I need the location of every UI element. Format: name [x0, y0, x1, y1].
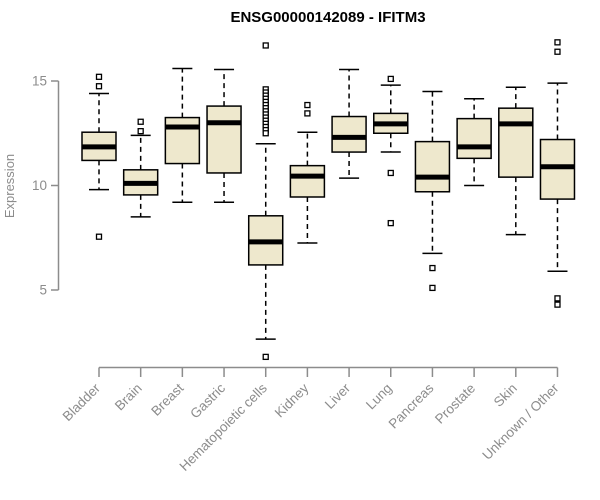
- boxplot-gastric: [206, 68, 242, 203]
- x-tick-label: Gastric: [187, 380, 228, 421]
- boxplot-skin: [498, 86, 534, 236]
- iqr-box: [331, 115, 367, 153]
- iqr-box: [498, 107, 534, 178]
- iqr-box: [456, 117, 492, 160]
- iqr-box: [539, 138, 576, 200]
- outlier-point: [262, 130, 269, 137]
- outlier-point: [262, 353, 269, 361]
- outlier-point: [429, 284, 436, 292]
- x-tick-label: Breast: [148, 380, 186, 418]
- boxplot-prostate: [456, 98, 492, 187]
- x-tick-label: Kidney: [272, 380, 312, 420]
- boxplot-lung: [373, 75, 409, 227]
- boxplot-hematopoietic-cells: [247, 42, 284, 361]
- x-tick-label: Bladder: [60, 380, 104, 424]
- iqr-box: [206, 105, 242, 174]
- y-tick-label: 10: [32, 178, 47, 193]
- y-tick-label: 5: [39, 283, 47, 298]
- outlier-point: [387, 169, 394, 177]
- outlier-point: [304, 110, 311, 117]
- outlier-point: [554, 301, 561, 308]
- x-tick-label: Brain: [112, 381, 145, 414]
- y-tick-label: 15: [32, 74, 47, 89]
- x-tick-label: Skin: [491, 381, 520, 410]
- outlier-point: [95, 233, 103, 240]
- x-tick-label: Lung: [363, 381, 395, 413]
- x-tick-label: Pancreas: [386, 380, 437, 431]
- outlier-point: [554, 48, 561, 55]
- boxplot-breast: [164, 67, 201, 203]
- boxplot-kidney: [289, 101, 326, 244]
- outlier-point: [95, 83, 103, 90]
- iqr-box: [289, 164, 326, 198]
- outlier-point: [387, 75, 394, 83]
- boxplot-unknown-other: [539, 39, 576, 308]
- outlier-point: [554, 39, 561, 46]
- outlier-point: [554, 295, 561, 302]
- outlier-point: [95, 73, 103, 80]
- boxplot-bladder: [81, 73, 117, 240]
- iqr-box: [414, 140, 451, 193]
- box-series: [81, 39, 576, 361]
- outlier-point: [304, 101, 311, 109]
- outlier-point: [387, 219, 394, 227]
- x-tick-label: Liver: [322, 380, 354, 412]
- outlier-point: [137, 118, 144, 125]
- iqr-box: [164, 116, 201, 165]
- y-axis-title: Expression: [2, 154, 17, 218]
- outlier-point: [137, 128, 144, 135]
- boxplot-pancreas: [414, 90, 451, 292]
- boxplot-liver: [331, 68, 367, 179]
- outlier-point: [429, 264, 436, 272]
- boxplot-brain: [122, 118, 159, 218]
- x-tick-label: Unknown / Other: [479, 380, 562, 463]
- outlier-point: [262, 42, 269, 49]
- x-tick-label: Prostate: [432, 381, 478, 427]
- chart-title: ENSG00000142089 - IFITM3: [230, 9, 425, 26]
